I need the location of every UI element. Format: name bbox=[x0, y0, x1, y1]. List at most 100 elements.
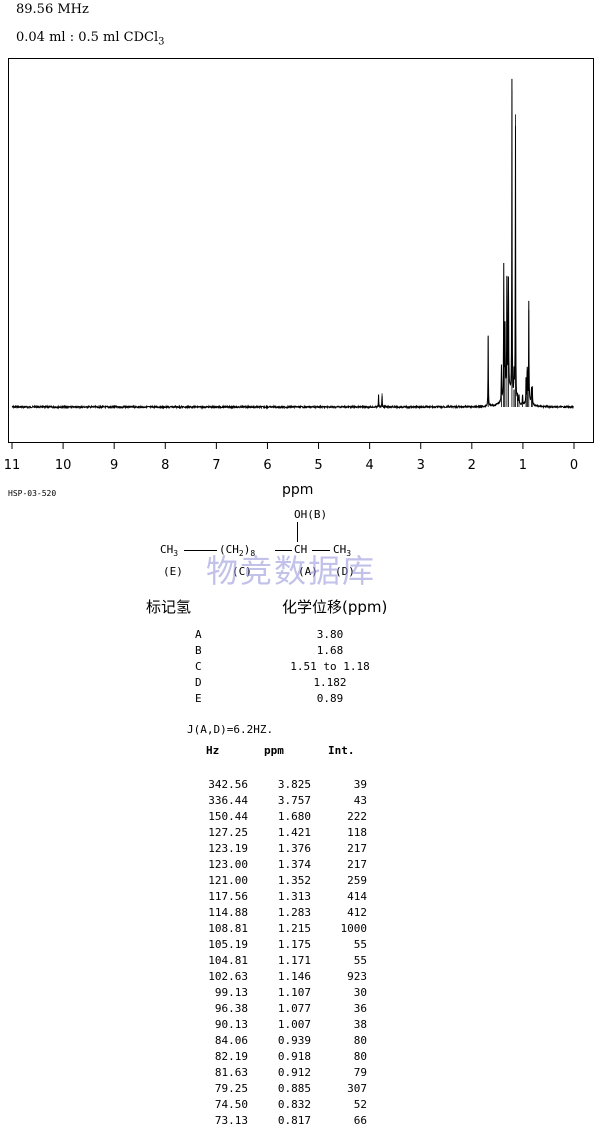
peak-ppm: 1.146 bbox=[277, 970, 311, 983]
ch3-left-sub: 3 bbox=[173, 549, 179, 559]
peak-ppm: 1.007 bbox=[277, 1018, 311, 1031]
table-row: 121.00 1.352 259 bbox=[0, 874, 400, 890]
peak-intensity: 36 bbox=[353, 1002, 367, 1015]
col-header-int: Int. bbox=[328, 744, 355, 757]
table-row: 336.44 3.757 43 bbox=[0, 794, 400, 810]
peak-ppm: 3.825 bbox=[277, 778, 311, 791]
x-tick-label: 0 bbox=[570, 458, 578, 473]
ch2-sub: 2 bbox=[238, 549, 244, 559]
x-axis: 11 10 9 8 7 6 5 4 3 2 1 0 bbox=[4, 442, 578, 473]
assignment-shift: 1.68 bbox=[316, 644, 344, 657]
peak-markers bbox=[378, 90, 533, 407]
peak-ppm: 0.817 bbox=[277, 1114, 311, 1127]
peak-hz: 99.13 bbox=[214, 986, 248, 999]
peak-intensity: 38 bbox=[353, 1018, 367, 1031]
col-header-hz: Hz bbox=[206, 744, 220, 757]
oh-bond bbox=[297, 522, 298, 542]
peak-hz: 74.50 bbox=[214, 1098, 248, 1111]
table-row: 90.13 1.007 38 bbox=[0, 1018, 400, 1034]
peak-hz: 96.38 bbox=[214, 1002, 248, 1015]
label-c: (C) bbox=[232, 565, 252, 578]
table-row: 74.50 0.832 52 bbox=[0, 1098, 400, 1114]
peak-intensity: 217 bbox=[347, 842, 367, 855]
table-row: 127.25 1.421 118 bbox=[0, 826, 400, 842]
peak-hz: 104.81 bbox=[208, 954, 248, 967]
peak-ppm: 0.939 bbox=[277, 1034, 311, 1047]
table-row: 73.13 0.817 66 bbox=[0, 1114, 400, 1130]
peak-ppm: 1.374 bbox=[277, 858, 311, 871]
ch3-right-sub: 3 bbox=[346, 549, 352, 559]
table-row: 114.88 1.283 412 bbox=[0, 906, 400, 922]
x-tick-label: 2 bbox=[468, 458, 476, 473]
table-row: 81.63 0.912 79 bbox=[0, 1066, 400, 1082]
peak-intensity: 80 bbox=[353, 1034, 367, 1047]
x-tick-label: 9 bbox=[110, 458, 118, 473]
peak-hz: 114.88 bbox=[208, 906, 248, 919]
label-d: (D) bbox=[335, 565, 355, 578]
x-tick-label: 3 bbox=[417, 458, 425, 473]
x-tick-label: 8 bbox=[161, 458, 169, 473]
peak-intensity: 118 bbox=[347, 826, 367, 839]
x-tick-label: 10 bbox=[55, 458, 72, 473]
table-row: 117.56 1.313 414 bbox=[0, 890, 400, 906]
peak-intensity: 79 bbox=[353, 1066, 367, 1079]
assignment-shift: 1.182 bbox=[313, 676, 347, 689]
x-tick-label: 7 bbox=[212, 458, 220, 473]
peak-ppm: 1.352 bbox=[277, 874, 311, 887]
peak-ppm: 1.421 bbox=[277, 826, 311, 839]
bond-3 bbox=[312, 550, 330, 551]
peak-hz: 73.13 bbox=[214, 1114, 248, 1127]
table-row: 79.25 0.885 307 bbox=[0, 1082, 400, 1098]
peak-hz: 117.56 bbox=[208, 890, 248, 903]
x-tick-label: 1 bbox=[519, 458, 527, 473]
peak-intensity: 307 bbox=[347, 1082, 367, 1095]
label-e: (E) bbox=[163, 565, 183, 578]
peak-ppm: 1.283 bbox=[277, 906, 311, 919]
peak-ppm: 1.077 bbox=[277, 1002, 311, 1015]
assignment-shift: 0.89 bbox=[316, 692, 344, 705]
assignment-label: C bbox=[195, 660, 202, 673]
table-row: 123.19 1.376 217 bbox=[0, 842, 400, 858]
table-row: 342.56 3.825 39 bbox=[0, 778, 400, 794]
table-row: 82.19 0.918 80 bbox=[0, 1050, 400, 1066]
coupling-constant: J(A,D)=6.2HZ. bbox=[187, 723, 274, 736]
plot-frame bbox=[8, 58, 594, 443]
peak-hz: 123.00 bbox=[208, 858, 248, 871]
x-tick-label: 5 bbox=[314, 458, 322, 473]
table-row: 104.81 1.171 55 bbox=[0, 954, 400, 970]
peak-hz: 102.63 bbox=[208, 970, 248, 983]
assignment-shift-heading: 化学位移(ppm) bbox=[282, 598, 388, 616]
assignment-label: D bbox=[195, 676, 202, 689]
ch3-right: CH3 bbox=[333, 543, 351, 558]
ch2-text: (CH bbox=[219, 543, 239, 556]
peak-hz: 84.06 bbox=[214, 1034, 248, 1047]
label-a: (A) bbox=[298, 565, 318, 578]
table-row: 123.00 1.374 217 bbox=[0, 858, 400, 874]
table-row: 150.44 1.680 222 bbox=[0, 810, 400, 826]
peak-ppm: 0.832 bbox=[277, 1098, 311, 1111]
peak-hz: 121.00 bbox=[208, 874, 248, 887]
peak-ppm: 1.171 bbox=[277, 954, 311, 967]
col-header-ppm: ppm bbox=[264, 744, 284, 757]
peak-ppm: 1.215 bbox=[277, 922, 311, 935]
spectrum-trace bbox=[11, 78, 574, 410]
peak-ppm: 3.757 bbox=[277, 794, 311, 807]
sample-description: 0.04 ml : 0.5 ml CDCl3 bbox=[16, 30, 164, 48]
peak-hz: 105.19 bbox=[208, 938, 248, 951]
ch2-group: (CH2)8 bbox=[219, 543, 255, 558]
assignment-label: B bbox=[195, 644, 202, 657]
peak-intensity: 55 bbox=[353, 954, 367, 967]
peak-intensity: 1000 bbox=[340, 922, 368, 935]
peak-intensity: 43 bbox=[353, 794, 367, 807]
ch2-close: ) bbox=[243, 543, 251, 556]
assignment-label: A bbox=[195, 628, 202, 641]
table-row: 108.81 1.215 1000 bbox=[0, 922, 400, 938]
assignment-shift: 3.80 bbox=[316, 628, 344, 641]
peak-ppm: 0.885 bbox=[277, 1082, 311, 1095]
peak-ppm: 1.313 bbox=[277, 890, 311, 903]
peak-hz: 127.25 bbox=[208, 826, 248, 839]
peak-intensity: 80 bbox=[353, 1050, 367, 1063]
ch2-n: 8 bbox=[250, 549, 256, 559]
x-tick-label: 11 bbox=[4, 458, 21, 473]
peak-ppm: 1.376 bbox=[277, 842, 311, 855]
